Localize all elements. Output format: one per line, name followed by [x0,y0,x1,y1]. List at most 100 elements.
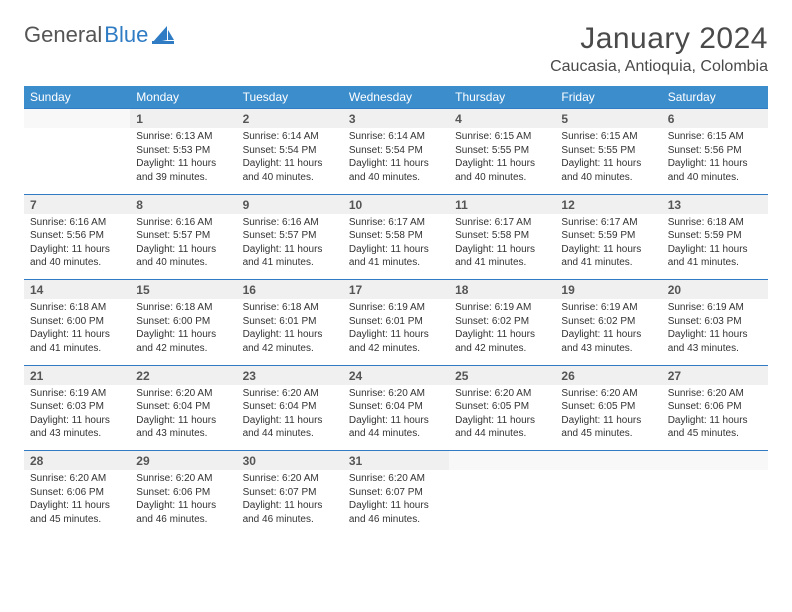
day-content-cell: Sunrise: 6:15 AMSunset: 5:56 PMDaylight:… [662,128,768,194]
day-number-cell [662,451,768,471]
sunrise-line: Sunrise: 6:18 AM [136,301,230,315]
daylight-line: Daylight: 11 hours and 42 minutes. [136,328,230,355]
day-content-cell: Sunrise: 6:18 AMSunset: 6:01 PMDaylight:… [237,299,343,365]
day-number-cell: 20 [662,280,768,300]
sunset-line: Sunset: 5:57 PM [136,229,230,243]
sunrise-line: Sunrise: 6:20 AM [136,387,230,401]
daylight-line: Daylight: 11 hours and 39 minutes. [136,157,230,184]
daylight-line: Daylight: 11 hours and 40 minutes. [243,157,337,184]
day-content-cell: Sunrise: 6:14 AMSunset: 5:54 PMDaylight:… [343,128,449,194]
day-number-cell: 17 [343,280,449,300]
daylight-line: Daylight: 11 hours and 45 minutes. [30,499,124,526]
day-content-cell: Sunrise: 6:19 AMSunset: 6:02 PMDaylight:… [449,299,555,365]
day-content-cell: Sunrise: 6:15 AMSunset: 5:55 PMDaylight:… [555,128,661,194]
daylight-line: Daylight: 11 hours and 40 minutes. [668,157,762,184]
sunrise-line: Sunrise: 6:20 AM [561,387,655,401]
sunset-line: Sunset: 6:00 PM [136,315,230,329]
weekday-header: Saturday [662,86,768,109]
daylight-line: Daylight: 11 hours and 41 minutes. [561,243,655,270]
sunset-line: Sunset: 5:59 PM [668,229,762,243]
calendar-body: 123456Sunrise: 6:13 AMSunset: 5:53 PMDay… [24,109,768,537]
day-number-cell: 25 [449,365,555,385]
day-content-cell: Sunrise: 6:19 AMSunset: 6:03 PMDaylight:… [24,385,130,451]
daylight-line: Daylight: 11 hours and 42 minutes. [455,328,549,355]
sunrise-line: Sunrise: 6:20 AM [349,387,443,401]
day-number-cell: 24 [343,365,449,385]
sunset-line: Sunset: 5:56 PM [668,144,762,158]
daylight-line: Daylight: 11 hours and 46 minutes. [243,499,337,526]
sunset-line: Sunset: 5:55 PM [561,144,655,158]
day-content-cell [24,128,130,194]
day-content-cell: Sunrise: 6:16 AMSunset: 5:57 PMDaylight:… [237,214,343,280]
day-content-cell: Sunrise: 6:20 AMSunset: 6:06 PMDaylight:… [24,470,130,536]
sunrise-line: Sunrise: 6:18 AM [243,301,337,315]
day-number-cell: 29 [130,451,236,471]
day-number-cell: 22 [130,365,236,385]
daylight-line: Daylight: 11 hours and 41 minutes. [349,243,443,270]
day-number-cell [449,451,555,471]
daylight-line: Daylight: 11 hours and 42 minutes. [349,328,443,355]
daylight-line: Daylight: 11 hours and 40 minutes. [30,243,124,270]
location-text: Caucasia, Antioquia, Colombia [550,58,768,76]
daylight-line: Daylight: 11 hours and 43 minutes. [30,414,124,441]
sunrise-line: Sunrise: 6:20 AM [243,387,337,401]
sunrise-line: Sunrise: 6:15 AM [455,130,549,144]
sunrise-line: Sunrise: 6:20 AM [668,387,762,401]
sunset-line: Sunset: 5:55 PM [455,144,549,158]
sunset-line: Sunset: 6:01 PM [243,315,337,329]
day-content-cell: Sunrise: 6:20 AMSunset: 6:04 PMDaylight:… [237,385,343,451]
weekday-header: Friday [555,86,661,109]
day-content-cell: Sunrise: 6:20 AMSunset: 6:06 PMDaylight:… [130,470,236,536]
day-content-cell [662,470,768,536]
daylight-line: Daylight: 11 hours and 40 minutes. [136,243,230,270]
day-content-cell: Sunrise: 6:13 AMSunset: 5:53 PMDaylight:… [130,128,236,194]
day-content-cell [555,470,661,536]
sunrise-line: Sunrise: 6:13 AM [136,130,230,144]
day-number-cell: 14 [24,280,130,300]
page-title: January 2024 [550,22,768,56]
sunrise-line: Sunrise: 6:18 AM [668,216,762,230]
daylight-line: Daylight: 11 hours and 44 minutes. [243,414,337,441]
logo: GeneralBlue [24,22,176,48]
sunset-line: Sunset: 5:58 PM [455,229,549,243]
day-number-row: 123456 [24,109,768,129]
day-content-cell: Sunrise: 6:19 AMSunset: 6:03 PMDaylight:… [662,299,768,365]
day-number-cell: 1 [130,109,236,129]
sunrise-line: Sunrise: 6:17 AM [455,216,549,230]
day-number-cell: 11 [449,194,555,214]
day-content-cell: Sunrise: 6:19 AMSunset: 6:02 PMDaylight:… [555,299,661,365]
day-number-cell [24,109,130,129]
day-number-cell: 31 [343,451,449,471]
sunset-line: Sunset: 5:57 PM [243,229,337,243]
day-number-cell: 30 [237,451,343,471]
day-content-cell: Sunrise: 6:18 AMSunset: 6:00 PMDaylight:… [24,299,130,365]
sunrise-line: Sunrise: 6:20 AM [136,472,230,486]
daylight-line: Daylight: 11 hours and 44 minutes. [349,414,443,441]
day-number-cell: 16 [237,280,343,300]
sunset-line: Sunset: 6:04 PM [243,400,337,414]
sunrise-line: Sunrise: 6:20 AM [243,472,337,486]
sunrise-line: Sunrise: 6:16 AM [243,216,337,230]
daylight-line: Daylight: 11 hours and 40 minutes. [561,157,655,184]
sunset-line: Sunset: 6:02 PM [561,315,655,329]
day-content-cell: Sunrise: 6:18 AMSunset: 5:59 PMDaylight:… [662,214,768,280]
day-number-cell: 26 [555,365,661,385]
day-content-cell: Sunrise: 6:16 AMSunset: 5:56 PMDaylight:… [24,214,130,280]
day-number-row: 78910111213 [24,194,768,214]
day-number-cell: 27 [662,365,768,385]
day-number-cell: 9 [237,194,343,214]
day-number-cell: 5 [555,109,661,129]
day-content-cell: Sunrise: 6:15 AMSunset: 5:55 PMDaylight:… [449,128,555,194]
sunset-line: Sunset: 5:56 PM [30,229,124,243]
day-content-cell: Sunrise: 6:20 AMSunset: 6:07 PMDaylight:… [237,470,343,536]
day-content-row: Sunrise: 6:20 AMSunset: 6:06 PMDaylight:… [24,470,768,536]
day-content-cell: Sunrise: 6:16 AMSunset: 5:57 PMDaylight:… [130,214,236,280]
sunrise-line: Sunrise: 6:14 AM [349,130,443,144]
sunset-line: Sunset: 6:06 PM [136,486,230,500]
day-content-cell: Sunrise: 6:20 AMSunset: 6:05 PMDaylight:… [555,385,661,451]
day-number-cell: 23 [237,365,343,385]
day-content-cell: Sunrise: 6:20 AMSunset: 6:05 PMDaylight:… [449,385,555,451]
sunset-line: Sunset: 6:07 PM [349,486,443,500]
daylight-line: Daylight: 11 hours and 41 minutes. [668,243,762,270]
sunset-line: Sunset: 6:07 PM [243,486,337,500]
